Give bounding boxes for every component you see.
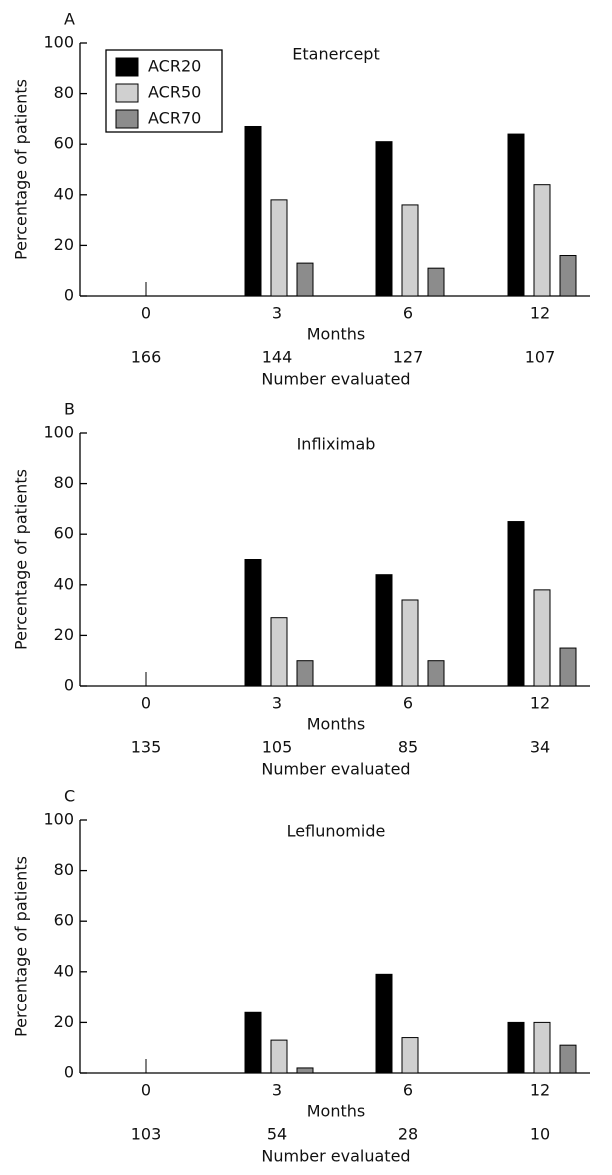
y-tick-label: 40 [54, 574, 74, 593]
bar [507, 133, 525, 297]
legend-label: ACR70 [148, 109, 201, 128]
bar [296, 1067, 314, 1074]
x-tick-label: 12 [530, 1081, 550, 1100]
y-tick-label: 100 [43, 810, 74, 829]
counts-axis-label: Number evaluated [261, 370, 410, 389]
x-tick-label: 6 [403, 304, 413, 323]
y-tick-label: 100 [43, 423, 74, 442]
bar [244, 125, 262, 297]
count-label: 127 [393, 348, 424, 367]
y-tick-label: 20 [54, 235, 74, 254]
x-tick-label: 3 [272, 694, 282, 713]
count-label: 144 [262, 348, 293, 367]
chart-title: Infliximab [297, 435, 376, 454]
y-tick-label: 80 [54, 473, 74, 492]
y-axis-label: Percentage of patients [12, 469, 31, 650]
panel-label: C [64, 787, 75, 806]
count-label: 103 [131, 1125, 162, 1144]
count-label: 107 [525, 348, 556, 367]
x-tick-label: 12 [530, 304, 550, 323]
bar [296, 660, 314, 687]
count-label: 135 [131, 738, 162, 757]
x-axis-label: Months [307, 325, 365, 344]
bar [507, 1021, 525, 1074]
bar [533, 1021, 551, 1074]
chart-title: Etanercept [292, 45, 379, 64]
panel-label: B [64, 400, 75, 419]
bar [244, 1011, 262, 1074]
y-tick-label: 40 [54, 184, 74, 203]
legend-swatch [115, 83, 139, 103]
bar [533, 589, 551, 687]
y-axis-label: Percentage of patients [12, 79, 31, 260]
x-tick-label: 3 [272, 304, 282, 323]
bar [296, 262, 314, 297]
y-tick-label: 100 [43, 33, 74, 52]
bar [401, 599, 419, 687]
count-label: 54 [267, 1125, 287, 1144]
y-tick-label: 20 [54, 625, 74, 644]
x-tick-label: 0 [141, 1081, 151, 1100]
x-tick-label: 6 [403, 694, 413, 713]
counts-axis-label: Number evaluated [261, 1147, 410, 1166]
bar [533, 184, 551, 297]
bar [559, 647, 577, 687]
y-tick-label: 60 [54, 911, 74, 930]
y-tick-label: 0 [64, 286, 74, 305]
x-axis-label: Months [307, 1102, 365, 1121]
count-label: 34 [530, 738, 550, 757]
count-label: 166 [131, 348, 162, 367]
bar [244, 559, 262, 687]
count-label: 10 [530, 1125, 550, 1144]
count-label: 105 [262, 738, 293, 757]
legend-swatch [115, 109, 139, 129]
count-label: 85 [398, 738, 418, 757]
bar [559, 1044, 577, 1074]
y-tick-label: 80 [54, 83, 74, 102]
x-tick-label: 0 [141, 304, 151, 323]
bar [401, 1037, 419, 1074]
y-tick-label: 0 [64, 1063, 74, 1082]
x-tick-label: 6 [403, 1081, 413, 1100]
bar [427, 267, 445, 297]
counts-axis-label: Number evaluated [261, 760, 410, 779]
bar [375, 141, 393, 297]
bar [270, 199, 288, 297]
bar [375, 574, 393, 687]
y-axis-label: Percentage of patients [12, 856, 31, 1037]
bar [401, 204, 419, 297]
bar [375, 973, 393, 1074]
y-tick-label: 80 [54, 860, 74, 879]
x-tick-label: 0 [141, 694, 151, 713]
y-tick-label: 40 [54, 961, 74, 980]
bar [559, 255, 577, 297]
y-tick-label: 0 [64, 676, 74, 695]
x-tick-label: 3 [272, 1081, 282, 1100]
chart-title: Leflunomide [287, 822, 386, 841]
x-tick-label: 12 [530, 694, 550, 713]
x-axis-label: Months [307, 715, 365, 734]
y-tick-label: 60 [54, 134, 74, 153]
legend-label: ACR20 [148, 57, 201, 76]
bar [270, 617, 288, 687]
legend-swatch [115, 57, 139, 77]
y-tick-label: 20 [54, 1012, 74, 1031]
bar [427, 660, 445, 687]
bar [507, 521, 525, 687]
count-label: 28 [398, 1125, 418, 1144]
bar [270, 1039, 288, 1074]
legend-label: ACR50 [148, 83, 201, 102]
panel-label: A [64, 10, 75, 29]
y-tick-label: 60 [54, 524, 74, 543]
